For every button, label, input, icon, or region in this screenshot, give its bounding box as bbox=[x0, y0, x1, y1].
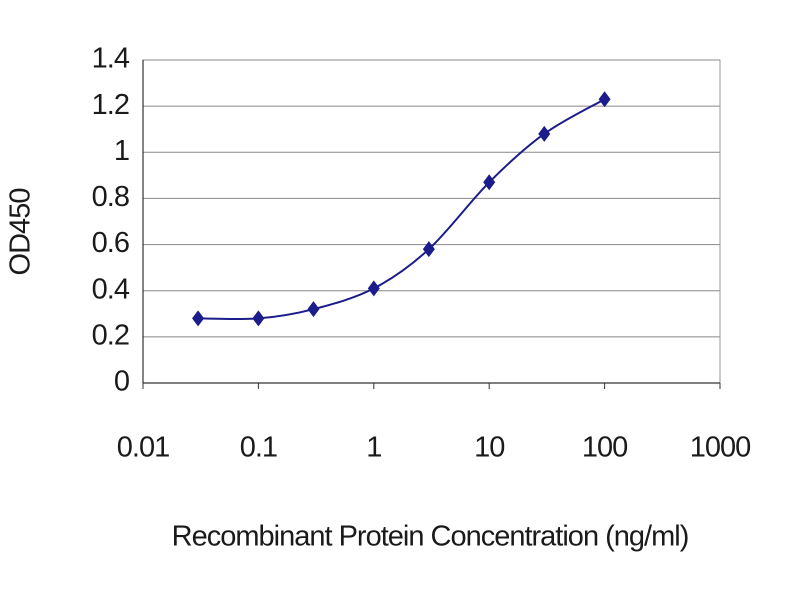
marker bbox=[598, 91, 611, 108]
plot-area bbox=[142, 59, 721, 384]
x-tick-label: 1000 bbox=[690, 432, 751, 464]
marker bbox=[252, 310, 265, 327]
y-tick-label: 0.2 bbox=[92, 320, 129, 352]
x-tick-label: 0.01 bbox=[117, 432, 169, 464]
x-tick-label: 0.1 bbox=[240, 432, 277, 464]
y-axis-label: OD450 bbox=[5, 189, 37, 276]
y-tick-label: 1.2 bbox=[92, 89, 129, 121]
y-tick-label: 0.8 bbox=[92, 181, 129, 213]
x-tick-label: 1 bbox=[366, 432, 381, 464]
x-axis-label: Recombinant Protein Concentration (ng/ml… bbox=[172, 521, 689, 553]
y-tick-label: 0.4 bbox=[92, 273, 130, 305]
marker bbox=[192, 310, 205, 327]
y-tick-label: 0 bbox=[114, 366, 129, 398]
y-tick-label: 0.6 bbox=[92, 227, 129, 259]
y-tick-label: 1.4 bbox=[92, 43, 130, 75]
marker bbox=[367, 280, 380, 297]
y-tick-label: 1 bbox=[114, 135, 129, 167]
marker bbox=[422, 241, 435, 258]
line bbox=[198, 98, 606, 321]
x-tick-label: 100 bbox=[582, 432, 627, 464]
marker bbox=[538, 125, 551, 142]
x-tick-label: 10 bbox=[474, 432, 504, 464]
marker bbox=[483, 174, 496, 191]
marker bbox=[307, 301, 320, 318]
